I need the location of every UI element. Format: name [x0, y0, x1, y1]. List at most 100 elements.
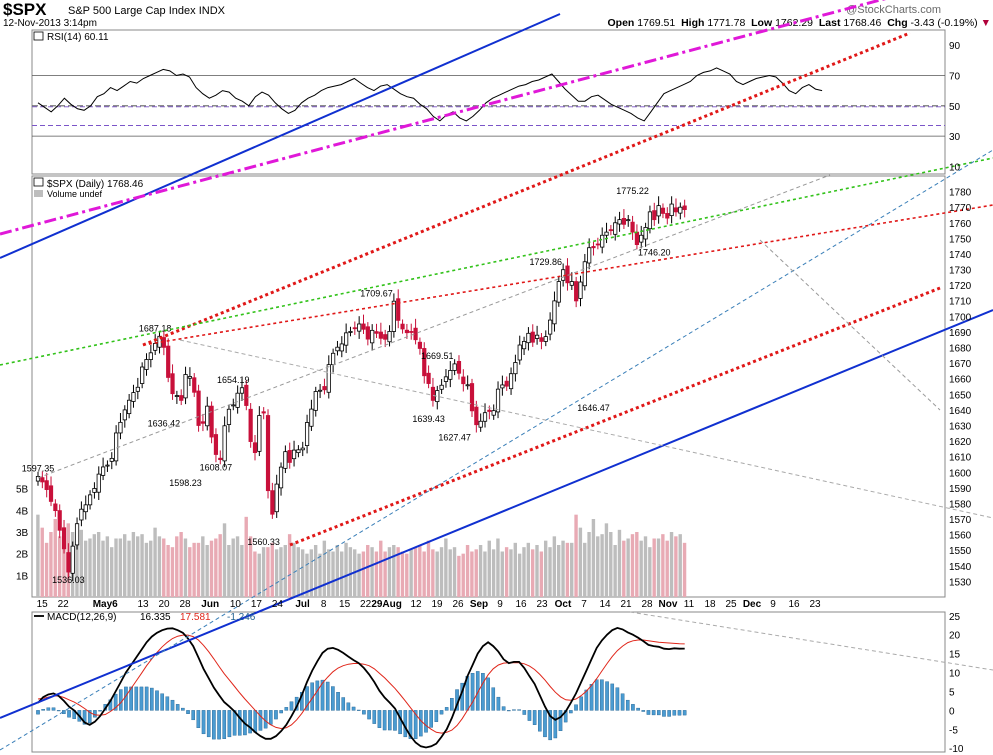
candle-body [678, 206, 683, 214]
candle-body [552, 300, 557, 325]
macd-panel [36, 626, 687, 749]
volume-bar [235, 536, 240, 597]
candle-body [617, 219, 622, 225]
candle-body [200, 421, 206, 424]
candle-body [387, 331, 392, 343]
volume-tick-label: 4B [16, 506, 29, 517]
high-label: High [681, 17, 705, 29]
volume-bar [53, 519, 57, 597]
macd-histogram-bar [155, 690, 159, 711]
macd-legend-value: 16.335 [140, 612, 171, 623]
volume-bar [379, 540, 383, 597]
macd-histogram-bar [134, 686, 139, 711]
rsi-legend-text: RSI(14) 60.11 [47, 32, 109, 43]
volume-bar [643, 536, 648, 597]
candle-body [378, 331, 383, 339]
price-tick-label: 1650 [949, 390, 972, 401]
volume-bar [387, 547, 392, 597]
candle-body [413, 327, 418, 341]
macd-histogram-bar [248, 710, 252, 734]
candle-body [309, 408, 314, 427]
volume-bar [452, 547, 457, 597]
price-annotation: 1669.51 [421, 351, 454, 361]
macd-histogram-bar [548, 710, 552, 741]
volume-bar [279, 547, 283, 597]
macd-tick-label: -5 [949, 725, 958, 736]
macd-histogram-bar [170, 699, 175, 711]
macd-histogram-bar [118, 689, 123, 711]
macd-histogram-bar [527, 710, 532, 721]
date-tick-label: 10 [230, 599, 242, 610]
candle-body [396, 298, 401, 321]
candle-body [231, 404, 236, 407]
price-annotation: 1646.47 [577, 403, 610, 413]
gray-dashed-line [37, 174, 831, 479]
macd-histogram-bar [150, 687, 154, 711]
macd-histogram-bar [144, 686, 149, 711]
volume-bar [535, 545, 539, 597]
candle-body [101, 466, 106, 476]
candle-body [665, 213, 670, 219]
volume-bar [153, 527, 157, 597]
volume-bar [635, 532, 639, 597]
date-tick-label: 9 [770, 599, 776, 610]
macd-histogram-bar [393, 710, 397, 731]
macd-histogram-bar [656, 710, 661, 716]
candle-body [127, 399, 132, 415]
volume-bar [192, 542, 196, 597]
volume-bar [570, 542, 574, 597]
macd-tick-label: 15 [949, 650, 961, 661]
candle-body [122, 409, 127, 421]
candle-body [574, 281, 579, 302]
date-tick-label: 25 [725, 599, 737, 610]
volume-bar [439, 547, 444, 597]
volume-bar [231, 538, 235, 597]
candle-body [196, 390, 201, 426]
candle-body [578, 281, 583, 299]
candle-body [192, 377, 197, 393]
macd-histogram-bar [305, 686, 309, 711]
macd-histogram-bar [196, 710, 201, 728]
macd-histogram-bar [139, 686, 144, 711]
volume-bar [548, 547, 552, 597]
macd-line [37, 626, 685, 749]
price-tick-label: 1630 [949, 421, 972, 432]
volume-bar [257, 553, 261, 597]
candle-body [222, 425, 227, 462]
macd-histogram-bar [67, 710, 71, 718]
date-tick-label: 16 [788, 599, 800, 610]
volume-bar [682, 542, 687, 597]
price-tick-label: 1600 [949, 468, 972, 479]
stockcharts-logo[interactable]: @StockCharts.com [846, 4, 941, 16]
volume-bar [62, 534, 66, 597]
candle-body [96, 473, 101, 493]
candle-body [500, 384, 505, 389]
macd-histogram-bar [610, 683, 615, 711]
rsi-tick-label: 90 [949, 41, 961, 52]
macd-histogram-bar [589, 684, 594, 711]
price-tick-label: 1640 [949, 406, 972, 417]
volume-bar [396, 547, 400, 597]
price-legend-icon [33, 177, 44, 187]
volume-bar [88, 538, 92, 597]
green-trend-line [0, 157, 993, 366]
macd-histogram-bar [129, 686, 133, 711]
macd-histogram-bar [636, 707, 640, 711]
macd-histogram-bar [579, 696, 583, 711]
candle-body [53, 503, 58, 512]
rsi-tick-label: 50 [949, 102, 961, 113]
candle-body [430, 386, 436, 401]
candle-body [504, 380, 509, 387]
candle-body [174, 395, 179, 397]
macd-histogram-bar [387, 710, 392, 731]
candle-body [530, 331, 535, 343]
macd-histogram-bar [175, 704, 180, 711]
macd-histogram-bar [56, 710, 61, 712]
gray-dashed-line-3 [759, 239, 941, 411]
candle-body [604, 231, 609, 236]
date-tick-label: Jun [201, 599, 219, 610]
volume-bar [470, 551, 474, 597]
volume-bar [114, 538, 118, 597]
